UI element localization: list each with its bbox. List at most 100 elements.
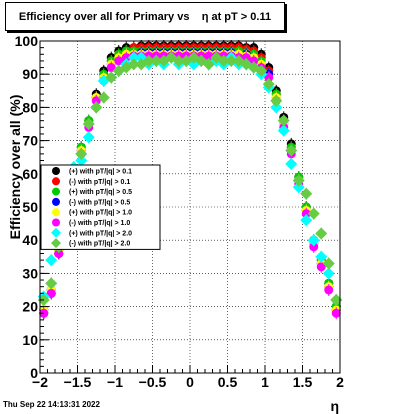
data-point bbox=[45, 277, 58, 290]
legend-entry: (-) with pT/|q| > 2.0 bbox=[51, 238, 130, 249]
data-point bbox=[300, 187, 313, 200]
data-point bbox=[264, 73, 274, 83]
x-tick-label: −1 bbox=[107, 374, 123, 390]
legend-label: (+) with pT/|q| > 2.0 bbox=[69, 230, 132, 237]
legend-entry: (+) with pT/|q| > 0.1 bbox=[52, 167, 132, 176]
data-point bbox=[142, 54, 155, 67]
data-point bbox=[322, 267, 335, 280]
legend-entry: (-) with pT/|q| > 0.5 bbox=[52, 197, 130, 206]
legend-marker bbox=[52, 218, 60, 227]
data-point bbox=[249, 56, 259, 66]
data-point bbox=[270, 101, 283, 114]
y-tick-label: 30 bbox=[22, 265, 38, 281]
data-point bbox=[91, 96, 101, 106]
data-point bbox=[285, 157, 298, 170]
legend-box bbox=[40, 164, 161, 250]
data-point bbox=[292, 174, 305, 187]
data-point bbox=[300, 214, 313, 227]
x-tick-label: 1 bbox=[261, 374, 269, 390]
legend: (+) with pT/|q| > 0.1 (-) with pT/|q| > 0… bbox=[40, 164, 161, 250]
axis-ticks: −2 −1.5 −1 −0.5 0 0.5 1 1.5 20102030405060708090… bbox=[15, 33, 344, 390]
data-point bbox=[255, 64, 268, 77]
legend-marker bbox=[51, 227, 61, 238]
data-point bbox=[150, 54, 163, 67]
legend-entry: (+) with pT/|q| > 0.5 bbox=[52, 187, 132, 196]
x-tick-label: 1.5 bbox=[293, 374, 313, 390]
data-point bbox=[114, 56, 124, 66]
x-tick-label: −0.5 bbox=[139, 374, 167, 390]
data-point bbox=[330, 293, 343, 306]
data-point bbox=[331, 308, 341, 318]
y-tick-label: 10 bbox=[22, 332, 38, 348]
y-tick-label: 20 bbox=[22, 299, 38, 315]
y-tick-label: 100 bbox=[15, 33, 39, 49]
legend-label: (-) with pT/|q| > 0.5 bbox=[69, 199, 130, 206]
legend-entry: (-) with pT/|q| > 0.1 bbox=[52, 177, 130, 186]
y-tick-label: 40 bbox=[22, 232, 38, 248]
data-point bbox=[307, 207, 320, 220]
legend-label: (+) with pT/|q| > 0.5 bbox=[69, 189, 132, 196]
data-point bbox=[45, 254, 58, 267]
x-tick-label: 0 bbox=[186, 374, 194, 390]
data-point bbox=[225, 54, 238, 67]
legend-marker bbox=[51, 238, 61, 249]
timestamp: Thu Sep 22 14:13:31 2022 bbox=[3, 400, 100, 409]
data-point bbox=[82, 118, 95, 130]
data-point bbox=[106, 63, 116, 73]
data-point bbox=[277, 114, 290, 127]
data-point bbox=[307, 234, 320, 247]
legend-entry: (+) with pT/|q| > 1.0 bbox=[52, 208, 132, 217]
y-axis-label: Efficiency over all (%) bbox=[7, 95, 23, 240]
data-point bbox=[316, 262, 326, 272]
data-point bbox=[324, 285, 334, 295]
x-tick-label: 2 bbox=[336, 374, 344, 390]
data-point bbox=[75, 154, 88, 167]
y-tick-label: 80 bbox=[22, 99, 38, 115]
legend-entry: (+) with pT/|q| > 2.0 bbox=[51, 227, 132, 238]
data-point bbox=[46, 288, 56, 298]
series-8 bbox=[37, 51, 343, 306]
data-point bbox=[285, 144, 298, 157]
data-point bbox=[322, 257, 335, 270]
data-point bbox=[54, 248, 64, 258]
legend-marker bbox=[52, 208, 60, 217]
data-point bbox=[90, 101, 103, 114]
legend-marker bbox=[52, 197, 60, 206]
y-tick-label: 0 bbox=[30, 365, 38, 381]
y-tick-label: 90 bbox=[22, 66, 38, 82]
data-point bbox=[172, 54, 185, 67]
data-point bbox=[277, 124, 290, 137]
data-point bbox=[120, 61, 133, 74]
data-point bbox=[270, 94, 283, 107]
data-point bbox=[262, 78, 275, 91]
chart-title: Efficiency over all for Primary vs η at … bbox=[5, 2, 285, 31]
data-point bbox=[241, 53, 251, 63]
data-point bbox=[315, 227, 328, 240]
y-tick-label: 50 bbox=[22, 199, 38, 215]
data-point bbox=[127, 51, 140, 64]
data-point bbox=[292, 181, 305, 194]
legend-label: (+) with pT/|q| > 1.0 bbox=[69, 210, 132, 217]
legend-label: (-) with pT/|q| > 1.0 bbox=[69, 220, 130, 227]
x-tick-label: −2 bbox=[32, 374, 48, 390]
data-point bbox=[127, 58, 140, 71]
legend-label: (+) with pT/|q| > 0.1 bbox=[69, 169, 132, 176]
data-point bbox=[75, 147, 88, 160]
y-tick-label: 70 bbox=[22, 133, 38, 149]
x-axis-label: η bbox=[330, 398, 339, 414]
data-point bbox=[202, 58, 215, 71]
legend-marker bbox=[52, 167, 60, 175]
data-point bbox=[301, 209, 311, 219]
data-point bbox=[97, 91, 110, 104]
x-tick-label: 0.5 bbox=[218, 374, 238, 390]
legend-marker bbox=[52, 187, 60, 196]
y-tick-label: 60 bbox=[22, 166, 38, 182]
x-tick-label: −1.5 bbox=[64, 374, 92, 390]
data-point bbox=[82, 131, 95, 144]
legend-label: (-) with pT/|q| > 0.1 bbox=[69, 179, 130, 186]
data-point bbox=[121, 53, 131, 63]
legend-entry: (-) with pT/|q| > 1.0 bbox=[52, 218, 130, 227]
data-point bbox=[309, 242, 319, 252]
data-point bbox=[315, 250, 328, 263]
